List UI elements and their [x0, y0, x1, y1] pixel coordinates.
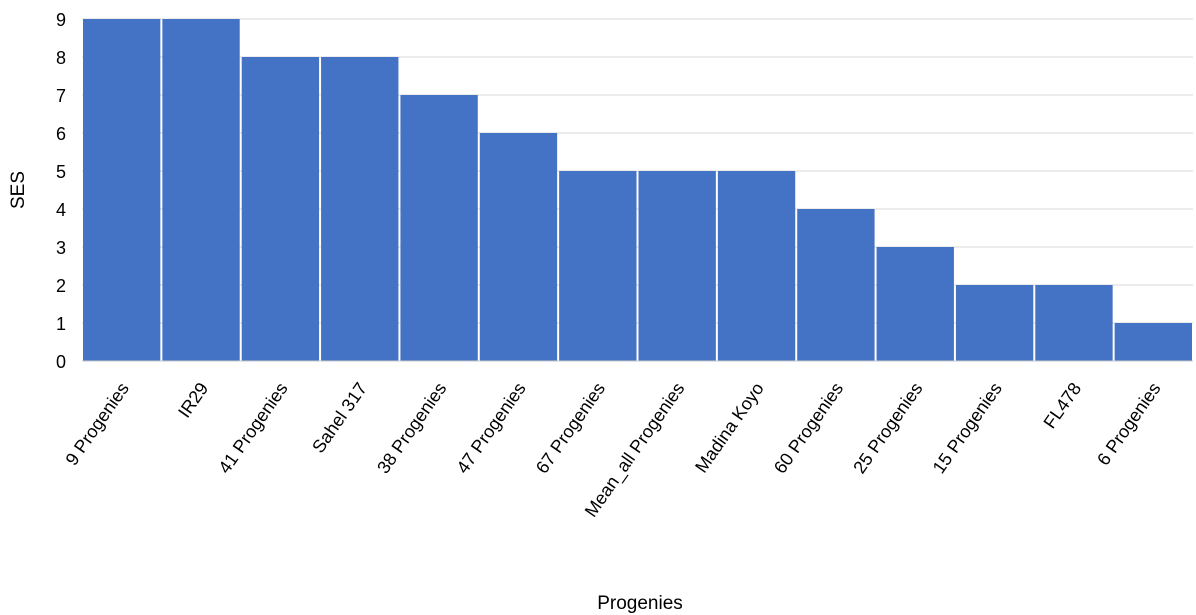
bar — [162, 19, 240, 361]
bar — [83, 19, 161, 361]
bar — [1114, 323, 1192, 361]
bar — [241, 57, 320, 361]
bar — [559, 171, 637, 361]
bar — [321, 57, 399, 361]
x-tick-label: FL478 — [1040, 379, 1086, 432]
bar — [876, 247, 954, 361]
x-tick-label: IR29 — [174, 379, 212, 422]
y-tick-label: 2 — [56, 276, 66, 296]
y-tick-label: 5 — [56, 162, 66, 182]
y-tick-label: 0 — [56, 352, 66, 372]
bar — [479, 133, 558, 361]
bar — [400, 95, 478, 361]
x-tick-label: 41 Progenies — [214, 379, 291, 477]
y-tick-label: 7 — [56, 86, 66, 106]
bar — [955, 285, 1034, 361]
y-tick-labels: 0 1 2 3 4 5 6 7 8 9 — [56, 10, 66, 372]
x-tick-label: 6 Progenies — [1093, 379, 1164, 469]
x-tick-label: 25 Progenies — [849, 379, 926, 477]
x-tick-label: 67 Progenies — [532, 379, 609, 477]
y-tick-label: 9 — [56, 10, 66, 30]
x-tick-label: Sahel 317 — [308, 379, 371, 457]
y-tick-label: 8 — [56, 48, 66, 68]
x-tick-label: 15 Progenies — [929, 379, 1006, 477]
y-tick-label: 3 — [56, 238, 66, 258]
x-tick-label: 38 Progenies — [373, 379, 450, 477]
y-tick-label: 6 — [56, 124, 66, 144]
bar — [1035, 285, 1113, 361]
bar — [638, 171, 716, 361]
x-axis-title: Progenies — [597, 593, 683, 614]
x-tick-label: 9 Progenies — [61, 379, 132, 469]
y-tick-label: 1 — [56, 314, 66, 334]
x-tick-label: 60 Progenies — [770, 379, 847, 477]
bar — [797, 209, 875, 361]
x-tick-labels: 9 Progenies IR29 41 Progenies Sahel 317 38 P… — [61, 379, 1164, 521]
x-tick-label: Madina Koyo — [691, 379, 768, 477]
y-axis-title: SES — [8, 171, 29, 209]
bar — [717, 171, 796, 361]
x-tick-label: 47 Progenies — [453, 379, 530, 477]
bars — [83, 19, 1192, 361]
y-tick-label: 4 — [56, 200, 66, 220]
